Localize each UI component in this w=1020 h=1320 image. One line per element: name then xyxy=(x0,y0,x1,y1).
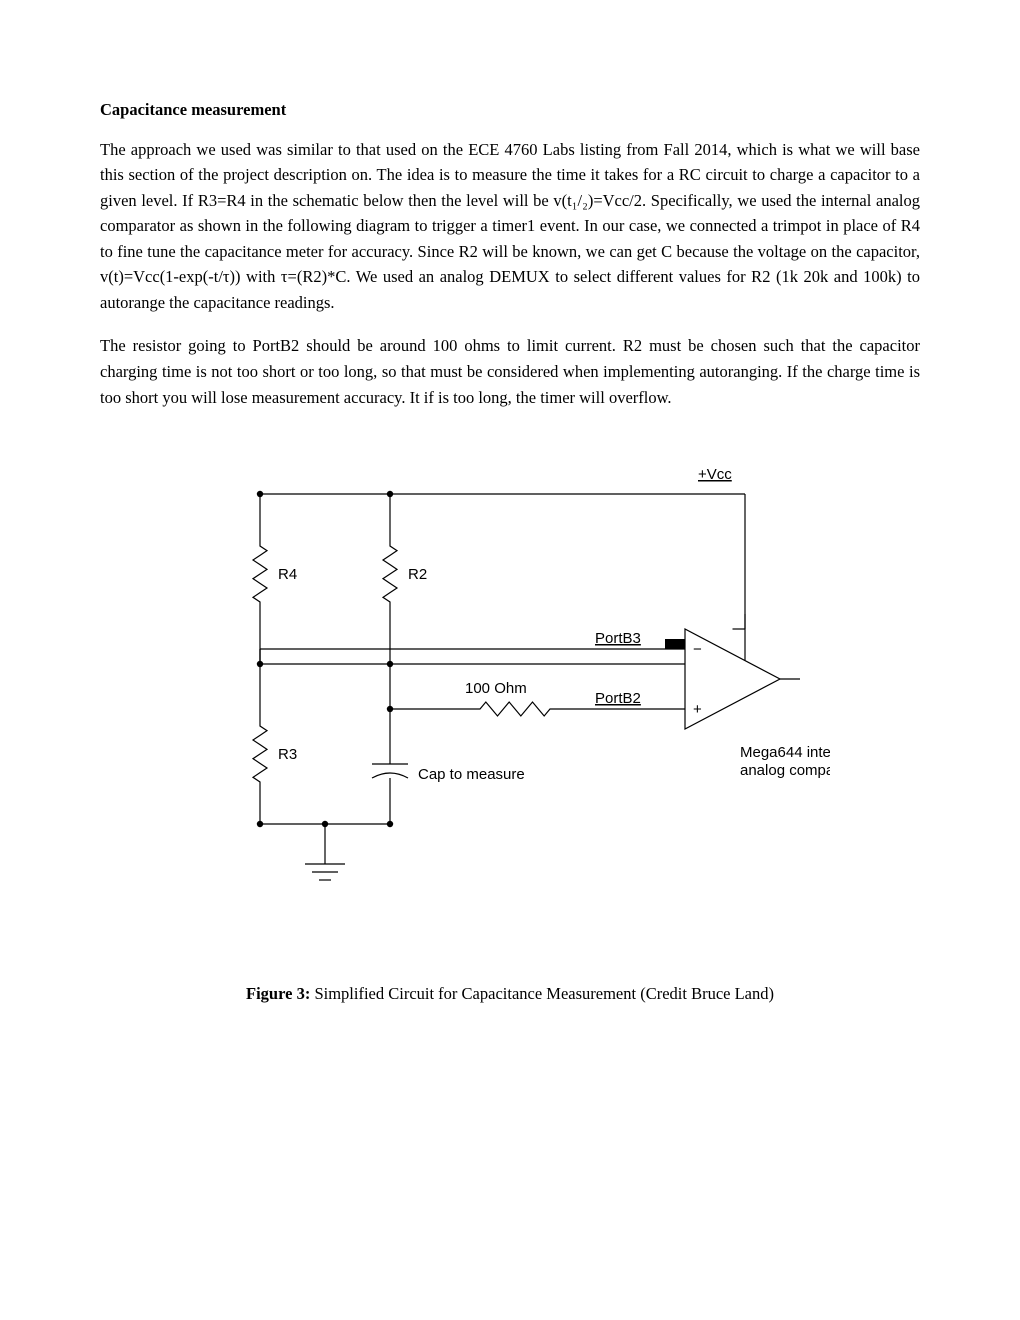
figure-caption-bold: Figure 3: xyxy=(246,984,310,1003)
figure-caption-text: Simplified Circuit for Capacitance Measu… xyxy=(310,984,774,1003)
paragraph-1: The approach we used was similar to that… xyxy=(100,137,920,316)
figure-caption: Figure 3: Simplified Circuit for Capacit… xyxy=(100,984,920,1004)
svg-text:R3: R3 xyxy=(278,746,297,763)
svg-text:PortB2: PortB2 xyxy=(595,690,641,707)
circuit-diagram: +Vcc R4 R2 R3 100 Ohm Cap to measure PortB3 Por… xyxy=(190,434,830,944)
svg-text:Cap to measure: Cap to measure xyxy=(418,766,525,783)
svg-text:PortB3: PortB3 xyxy=(595,630,641,647)
svg-text:R2: R2 xyxy=(408,566,427,583)
svg-text:analog comparator: analog comparator xyxy=(740,762,830,779)
figure-container: +Vcc R4 R2 R3 100 Ohm Cap to measure PortB3 Por… xyxy=(100,434,920,944)
section-heading: Capacitance measurement xyxy=(100,100,920,120)
svg-text:+Vcc: +Vcc xyxy=(698,466,732,483)
svg-text:−: − xyxy=(693,641,702,658)
paragraph-2: The resistor going to PortB2 should be a… xyxy=(100,333,920,410)
svg-text:+: + xyxy=(693,701,702,718)
svg-text:R4: R4 xyxy=(278,566,297,583)
svg-text:100 Ohm: 100 Ohm xyxy=(465,680,527,697)
svg-text:Mega644 internal: Mega644 internal xyxy=(740,744,830,761)
